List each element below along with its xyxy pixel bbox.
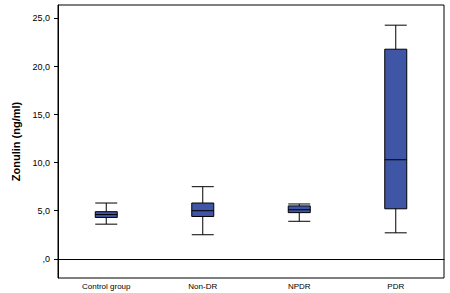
svg-text:PDR: PDR <box>387 282 404 291</box>
svg-text:25,0: 25,0 <box>32 13 50 23</box>
svg-text:Zonulin (ng/ml): Zonulin (ng/ml) <box>10 101 22 181</box>
svg-text:,0: ,0 <box>42 254 50 264</box>
svg-text:20,0: 20,0 <box>32 62 50 72</box>
svg-text:5,0: 5,0 <box>37 206 50 216</box>
svg-text:15,0: 15,0 <box>32 110 50 120</box>
svg-text:Control group: Control group <box>82 282 131 291</box>
svg-text:NPDR: NPDR <box>288 282 311 291</box>
svg-text:Non-DR: Non-DR <box>188 282 217 291</box>
svg-text:10,0: 10,0 <box>32 158 50 168</box>
